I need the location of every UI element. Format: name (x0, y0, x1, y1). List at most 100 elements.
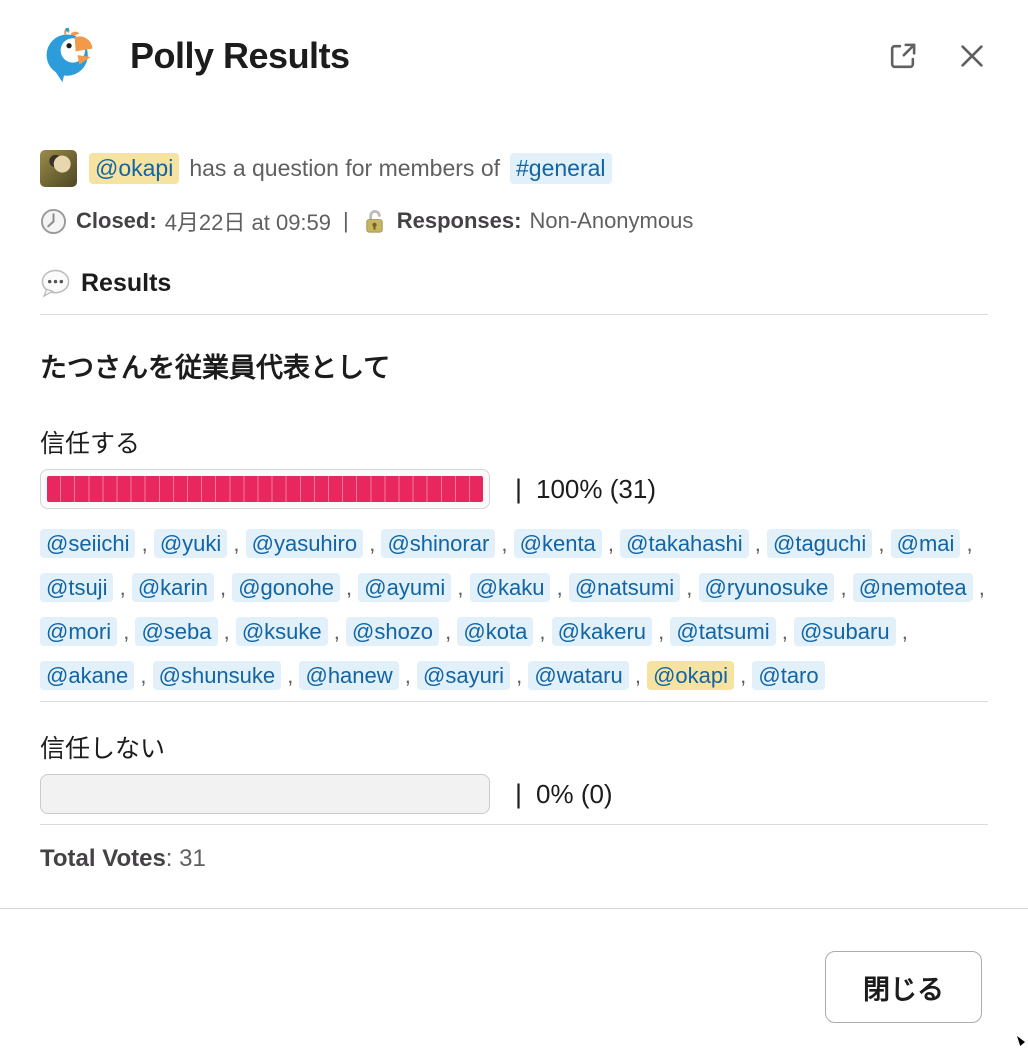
voter-mention[interactable]: @shozo (346, 617, 440, 646)
footer-divider (0, 908, 1028, 909)
comma-separator: , (134, 663, 153, 688)
total-votes-label: Total Votes (40, 845, 166, 872)
poll-option-1: 信任する | 100% (31) @seiichi , @yuki , @yas… (40, 424, 988, 698)
cursor-artifact (1017, 1036, 1025, 1046)
open-lock-icon (366, 209, 383, 233)
voter-mention[interactable]: @natsumi (568, 573, 681, 602)
open-external-link-icon[interactable] (887, 41, 918, 72)
comma-separator: , (748, 531, 767, 556)
voter-mention[interactable]: @seiichi (40, 529, 136, 558)
voter-mention[interactable]: @sayuri (417, 661, 511, 690)
voter-mention[interactable]: @ksuke (235, 617, 328, 646)
voter-mention[interactable]: @wataru (528, 661, 629, 690)
comma-separator: , (363, 531, 382, 556)
comma-separator: , (533, 619, 552, 644)
close-icon[interactable] (956, 40, 988, 72)
comma-separator: , (227, 531, 246, 556)
voter-mention[interactable]: @kakeru (551, 617, 653, 646)
comma-separator: , (734, 663, 753, 688)
option-bar-row: | 0% (0) (40, 774, 988, 814)
option-bar-row: | 100% (31) (40, 469, 988, 509)
responses-value: Non-Anonymous (529, 208, 694, 233)
comma-separator: , (398, 663, 417, 688)
option-label: 信任しない (40, 735, 166, 763)
modal-header: Polly Results (0, 0, 1028, 86)
comma-separator: , (628, 663, 648, 688)
comma-separator: , (451, 575, 470, 600)
voter-mention[interactable]: @ayumi (358, 573, 452, 602)
bar-value-separator: | (515, 778, 523, 809)
voter-mention[interactable]: @karin (131, 573, 214, 602)
voter-mention[interactable]: @gonohe (232, 573, 340, 602)
voter-mention[interactable]: @subaru (793, 617, 896, 646)
comma-separator: , (495, 531, 514, 556)
author-mention[interactable]: @okapi (89, 153, 180, 184)
voter-mention[interactable]: @taguchi (767, 529, 873, 558)
vote-bar-track (40, 774, 490, 814)
close-button[interactable]: 閉じる (825, 951, 982, 1023)
comma-separator: , (135, 531, 154, 556)
comma-separator: , (834, 575, 853, 600)
closed-value: 4月22日 at 09:59 (164, 210, 332, 235)
comma-separator: , (339, 575, 359, 600)
poll-meta-row: Closed: 4月22日 at 09:59 | Responses: Non-… (40, 205, 988, 237)
polly-parrot-logo-icon (46, 27, 93, 83)
voter-mention[interactable]: @shunsuke (152, 661, 282, 690)
clock-icon (40, 208, 67, 234)
voter-mention[interactable]: @mori (40, 617, 118, 646)
modal-title: Polly Results (130, 35, 350, 76)
comma-separator: , (213, 575, 233, 600)
total-votes-value: : 31 (165, 845, 206, 872)
option-percent-value: 0% (0) (536, 778, 613, 809)
comma-separator: , (872, 531, 891, 556)
comma-separator: , (895, 619, 908, 644)
voters-list: @seiichi , @yuki , @yasuhiro , @shinorar… (40, 522, 988, 698)
vote-bar-fill (47, 476, 483, 502)
closed-label: Closed: (76, 208, 157, 233)
poll-intro-row: @okapi has a question for members of #ge… (40, 150, 988, 187)
voter-mention[interactable]: @shinorar (381, 529, 496, 558)
results-heading-label: Results (81, 269, 172, 297)
voter-mention[interactable]: @taro (752, 661, 825, 690)
intro-text: has a question for members of (189, 155, 501, 181)
voter-mention[interactable]: @mai (890, 529, 961, 558)
divider (40, 824, 988, 825)
responses-label: Responses: (396, 208, 522, 233)
voter-mention[interactable]: @hanew (299, 661, 399, 690)
speech-balloon-icon (41, 269, 70, 298)
comma-separator: , (510, 663, 529, 688)
comma-separator: , (680, 575, 699, 600)
voter-mention[interactable]: @okapi (647, 661, 735, 690)
comma-separator: , (652, 619, 671, 644)
vote-bar-track (40, 469, 490, 509)
option-percent-value: 100% (31) (536, 473, 656, 504)
voter-mention[interactable]: @takahashi (620, 529, 749, 558)
meta-separator: | (343, 208, 349, 233)
voter-mention[interactable]: @seba (135, 617, 218, 646)
comma-separator: , (113, 575, 132, 600)
bar-value-separator: | (515, 473, 523, 504)
modal-body: @okapi has a question for members of #ge… (0, 150, 1028, 873)
comma-separator: , (972, 575, 985, 600)
voter-mention[interactable]: @yasuhiro (245, 529, 364, 558)
author-avatar (40, 150, 77, 187)
total-votes: Total Votes: 31 (40, 845, 988, 873)
poll-option-2: 信任しない | 0% (0) (40, 729, 988, 814)
voter-mention[interactable]: @kota (457, 617, 534, 646)
comma-separator: , (775, 619, 794, 644)
channel-mention[interactable]: #general (510, 153, 612, 184)
divider (40, 314, 988, 315)
voter-mention[interactable]: @kenta (513, 529, 602, 558)
option-label: 信任する (40, 430, 141, 458)
voter-mention[interactable]: @ryunosuke (698, 573, 835, 602)
comma-separator: , (960, 531, 973, 556)
results-heading: Results (40, 268, 988, 299)
voter-mention[interactable]: @nemotea (852, 573, 973, 602)
voter-mention[interactable]: @tatsumi (670, 617, 776, 646)
voter-mention[interactable]: @tsuji (40, 573, 114, 602)
voter-mention[interactable]: @yuki (153, 529, 228, 558)
divider (40, 701, 988, 702)
voter-mention[interactable]: @kaku (469, 573, 551, 602)
voter-mention[interactable]: @akane (40, 661, 135, 690)
